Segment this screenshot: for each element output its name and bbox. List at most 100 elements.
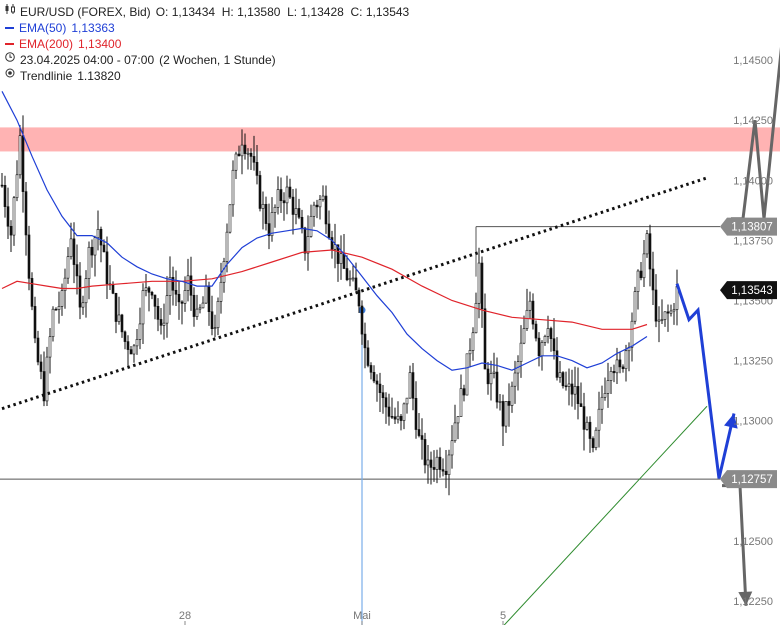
y-tick-label: 1,13000	[733, 416, 773, 428]
candle-body	[243, 144, 247, 154]
candle-body	[102, 244, 106, 253]
candle-body	[357, 289, 361, 307]
candle-body	[15, 174, 19, 199]
price-badge	[720, 217, 777, 236]
ema200-label: EMA(200)	[19, 37, 74, 51]
candle-body	[231, 169, 235, 206]
candle-body	[234, 153, 238, 171]
ema200-swatch	[5, 43, 14, 45]
trendline-label: Trendlinie	[20, 69, 73, 83]
candle-body	[171, 277, 175, 291]
candle-body	[255, 162, 259, 176]
legend-ema50-row: EMA(50) 1,13363	[5, 20, 409, 36]
candle-body	[474, 302, 478, 334]
candle-body	[264, 203, 268, 224]
candle-body	[111, 284, 115, 294]
candle-body	[594, 429, 598, 448]
candle-body	[432, 467, 436, 470]
candle-body	[39, 361, 43, 372]
candle-body	[309, 215, 313, 237]
candle-body	[147, 287, 151, 293]
candle-body	[372, 371, 376, 382]
candle-body	[63, 277, 67, 291]
candle-body	[192, 294, 196, 317]
candle-body	[30, 278, 34, 307]
candle-body	[27, 234, 31, 279]
candle-body	[576, 386, 580, 404]
symbol-name: EUR/USD (FOREX, Bid)	[20, 5, 151, 19]
candle-body	[501, 401, 505, 427]
candle-body	[369, 365, 373, 373]
candle-body	[651, 268, 655, 291]
price-badge-label: 1,13807	[731, 222, 773, 234]
candle-body	[51, 308, 55, 338]
candle-body	[225, 231, 229, 262]
y-tick-label: 1,14000	[733, 175, 773, 187]
resistance-zone	[0, 127, 780, 152]
legend-ema200-row: EMA(200) 1,13400	[5, 36, 409, 52]
candle-body	[57, 306, 61, 310]
candle-body	[72, 238, 76, 265]
trendline-layer	[1, 176, 708, 625]
ema200-value: 1,13400	[78, 37, 122, 51]
candle-body	[219, 281, 223, 302]
horizontal-levels-layer	[0, 226, 720, 625]
forecast-blue-arrow	[675, 283, 736, 479]
candle-body	[600, 396, 604, 410]
candle-body	[210, 311, 214, 329]
candle-body	[159, 319, 163, 326]
candle-body	[303, 227, 307, 254]
axis-layer: 1,145001,142501,140001,137501,135001,132…	[179, 55, 773, 625]
candle-body	[582, 406, 586, 430]
candle-body	[216, 301, 220, 329]
candle-body	[345, 268, 349, 281]
candle-body	[0, 184, 4, 187]
candle-body	[285, 186, 289, 204]
candle-body	[135, 339, 139, 347]
candle-body	[228, 204, 232, 233]
ema-layer	[1, 91, 648, 371]
candle-body	[315, 204, 319, 208]
candle-body	[537, 337, 541, 357]
candle-body	[156, 306, 160, 320]
candle-body	[324, 195, 328, 225]
candle-body	[606, 380, 610, 394]
candle-body	[414, 398, 418, 430]
candle-body	[528, 300, 532, 311]
candle-body	[270, 212, 274, 237]
candle-body	[363, 333, 367, 349]
candle-body	[561, 372, 565, 387]
candle-body	[468, 350, 472, 355]
candle-body	[429, 459, 433, 468]
candle-body	[75, 264, 79, 277]
resistance-zone-layer	[0, 127, 780, 152]
candle-body	[321, 195, 325, 200]
candle-body	[237, 153, 241, 157]
target-icon	[5, 68, 15, 84]
ema50-label: EMA(50)	[19, 21, 67, 35]
candle-body	[267, 223, 271, 237]
candle-body	[399, 415, 403, 421]
candle-body	[459, 388, 463, 417]
candle-body	[546, 328, 550, 337]
candle-body	[642, 253, 646, 279]
candle-body	[603, 393, 607, 398]
candle-body	[390, 416, 394, 418]
candle-body	[162, 322, 166, 326]
candle-body	[588, 421, 592, 439]
candle-body	[654, 289, 658, 322]
candle-body	[258, 175, 262, 209]
candle-body	[78, 275, 82, 308]
price-badge	[720, 470, 777, 489]
candle-body	[579, 403, 583, 407]
candle-body	[480, 262, 484, 310]
candle-body	[411, 372, 415, 399]
candle-body	[558, 372, 562, 378]
candle-body	[513, 372, 517, 387]
candle-body	[93, 237, 97, 256]
candle-body	[531, 300, 535, 325]
candle-body	[201, 302, 205, 309]
price-badge-label: 1,12757	[731, 474, 773, 486]
candle-body	[378, 383, 382, 393]
